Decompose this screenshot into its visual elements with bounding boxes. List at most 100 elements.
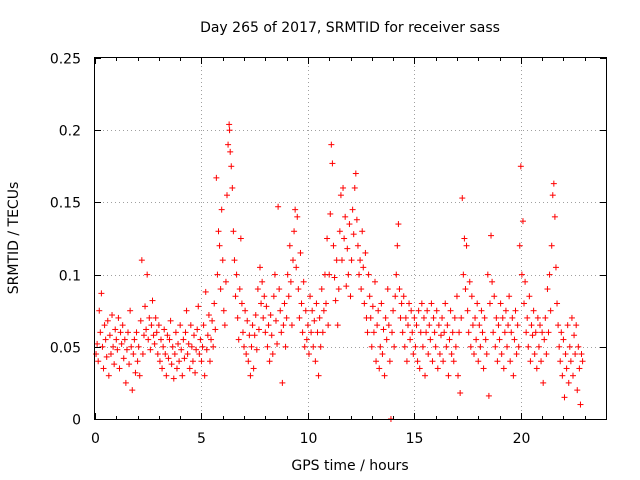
data-point <box>325 322 332 329</box>
data-point <box>110 343 117 350</box>
data-point <box>218 206 225 213</box>
data-point <box>343 283 350 290</box>
data-point <box>371 278 378 285</box>
data-point <box>348 257 355 264</box>
data-point <box>535 343 542 350</box>
data-point <box>374 322 381 329</box>
data-point <box>403 358 410 365</box>
data-point <box>540 379 547 386</box>
data-point <box>206 358 213 365</box>
data-point <box>145 336 152 343</box>
data-point <box>407 336 414 343</box>
data-point <box>574 387 581 394</box>
data-point <box>396 286 403 293</box>
data-point <box>546 271 553 278</box>
data-point <box>209 317 216 324</box>
data-point <box>551 213 558 220</box>
data-point <box>432 343 439 350</box>
data-point <box>508 329 515 336</box>
data-point <box>270 293 277 300</box>
data-point <box>488 232 495 239</box>
data-point <box>237 235 244 242</box>
data-point <box>201 372 208 379</box>
x-tick-label: 10 <box>300 431 318 447</box>
data-point <box>361 300 368 307</box>
data-point <box>284 271 291 278</box>
data-point <box>176 358 183 365</box>
data-point <box>133 329 140 336</box>
data-point <box>171 351 178 358</box>
data-point <box>458 314 465 321</box>
data-point <box>456 329 463 336</box>
data-point <box>98 290 105 297</box>
data-point <box>469 322 476 329</box>
data-point <box>534 314 541 321</box>
data-point <box>156 358 163 365</box>
data-point <box>536 322 543 329</box>
data-point <box>221 322 228 329</box>
data-point <box>264 343 271 350</box>
data-point <box>305 351 312 358</box>
data-point <box>178 346 185 353</box>
x-tick-label: 5 <box>197 431 206 447</box>
data-point <box>310 343 317 350</box>
data-point <box>501 329 508 336</box>
data-point <box>109 312 116 319</box>
data-point <box>93 351 100 358</box>
data-point <box>184 351 191 358</box>
data-point <box>260 314 267 321</box>
y-tick-label: 0.1 <box>59 269 81 285</box>
data-point <box>172 329 179 336</box>
data-point <box>449 329 456 336</box>
data-point <box>541 336 548 343</box>
data-point <box>462 286 469 293</box>
data-point <box>329 160 336 167</box>
data-point <box>347 293 354 300</box>
data-point <box>426 322 433 329</box>
data-point <box>473 336 480 343</box>
data-point <box>99 343 106 350</box>
data-point <box>326 271 333 278</box>
data-point <box>337 192 344 199</box>
data-point <box>569 372 576 379</box>
data-point <box>281 300 288 307</box>
data-point <box>105 372 112 379</box>
data-point <box>576 365 583 372</box>
data-point <box>451 314 458 321</box>
data-point <box>300 278 307 285</box>
data-point <box>450 358 457 365</box>
data-point <box>409 329 416 336</box>
data-point <box>271 271 278 278</box>
data-point <box>545 329 552 336</box>
data-point <box>397 314 404 321</box>
data-point <box>323 300 330 307</box>
data-point <box>565 379 572 386</box>
data-point <box>123 346 130 353</box>
data-point <box>538 358 545 365</box>
data-point <box>114 346 121 353</box>
y-tick-label: 0.05 <box>50 341 81 357</box>
data-point <box>563 365 570 372</box>
data-point <box>377 343 384 350</box>
data-point <box>353 216 360 223</box>
data-point <box>564 322 571 329</box>
data-point <box>296 314 303 321</box>
data-point <box>497 300 504 307</box>
data-point <box>327 210 334 217</box>
data-point <box>502 307 509 314</box>
data-point <box>548 242 555 249</box>
data-point <box>187 322 194 329</box>
x-axis: 0 5 10 15 20 <box>91 58 607 447</box>
data-point <box>290 257 297 264</box>
data-point <box>390 307 397 314</box>
data-point <box>229 184 236 191</box>
data-point <box>226 121 233 128</box>
data-point <box>402 314 409 321</box>
data-point <box>167 317 174 324</box>
data-point <box>446 336 453 343</box>
data-point <box>245 358 252 365</box>
data-point <box>212 326 219 333</box>
data-point <box>418 300 425 307</box>
data-point <box>268 332 275 339</box>
data-point <box>410 351 417 358</box>
